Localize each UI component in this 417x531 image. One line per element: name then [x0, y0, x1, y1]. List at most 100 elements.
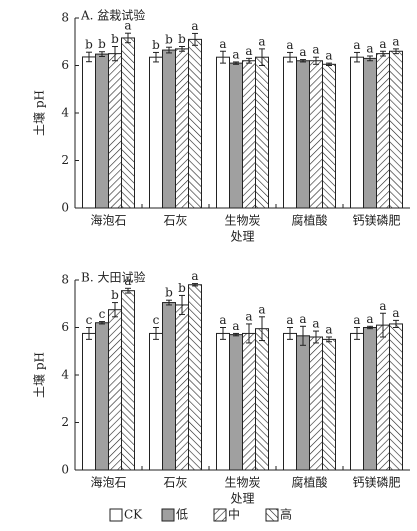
- error-bar: [86, 327, 92, 340]
- significance-letter: a: [325, 49, 332, 63]
- error-bar: [192, 283, 198, 287]
- bar: [255, 328, 269, 471]
- error-bar: [313, 56, 319, 65]
- bar: [309, 60, 323, 209]
- y-tick-label: 2: [61, 153, 69, 167]
- legend-label: CK: [124, 508, 143, 522]
- x-tick-label: 生物炭: [224, 476, 260, 490]
- error-bar: [367, 55, 373, 62]
- significance-letter: a: [353, 38, 360, 52]
- panel-title: A. 盆栽试验: [80, 8, 145, 23]
- bar: [255, 56, 269, 209]
- bar: [216, 56, 230, 209]
- error-bar: [380, 50, 386, 57]
- significance-letter: b: [152, 38, 160, 52]
- error-bar: [259, 48, 265, 66]
- bar: [121, 290, 135, 471]
- y-tick-label: 8: [61, 11, 69, 25]
- y-tick-label: 4: [61, 368, 69, 382]
- bar: [149, 332, 163, 471]
- error-bar: [367, 325, 373, 330]
- error-bar: [125, 32, 131, 44]
- significance-letter: b: [178, 32, 186, 46]
- bar: [389, 323, 403, 471]
- error-bar: [179, 46, 185, 52]
- significance-letter: b: [165, 33, 173, 47]
- significance-letter: a: [245, 44, 252, 58]
- bar: [175, 304, 189, 471]
- significance-letter: a: [379, 299, 386, 313]
- bar: [283, 332, 297, 471]
- significance-letter: a: [312, 317, 319, 331]
- error-bar: [233, 61, 239, 65]
- bar: [95, 322, 109, 471]
- y-tick-label: 0: [61, 463, 69, 477]
- error-bar: [300, 59, 306, 63]
- error-bar: [220, 50, 226, 64]
- bar: [108, 309, 122, 471]
- significance-letter: c: [86, 313, 93, 327]
- significance-letter: a: [299, 312, 306, 326]
- bar: [121, 37, 135, 209]
- significance-letter: a: [312, 43, 319, 57]
- significance-letter: b: [178, 281, 186, 295]
- bar: [95, 53, 109, 209]
- bar: [242, 332, 256, 471]
- y-axis-label: 土壤 pH: [32, 352, 47, 398]
- significance-letter: b: [111, 32, 119, 46]
- error-bar: [393, 319, 399, 328]
- y-tick-label: 6: [61, 58, 69, 72]
- error-bar: [125, 287, 131, 294]
- error-bar: [259, 316, 265, 342]
- significance-letter: b: [98, 37, 106, 51]
- bar: [82, 56, 96, 209]
- significance-letter: a: [124, 19, 131, 33]
- significance-letter: a: [124, 274, 131, 288]
- significance-letter: b: [165, 286, 173, 300]
- significance-letter: a: [219, 313, 226, 327]
- bar: [216, 332, 230, 471]
- bar: [175, 48, 189, 209]
- bar: [322, 63, 336, 209]
- error-bar: [393, 48, 399, 55]
- x-tick-label: 石灰: [163, 214, 187, 228]
- significance-letter: a: [245, 309, 252, 323]
- y-tick-label: 6: [61, 320, 69, 334]
- significance-letter: a: [232, 47, 239, 61]
- legend-swatch: [265, 508, 279, 522]
- x-axis-label: 处理: [230, 492, 254, 506]
- legend-swatch: [109, 508, 123, 522]
- bar: [188, 284, 202, 471]
- error-bar: [354, 51, 360, 63]
- y-tick-label: 8: [61, 273, 69, 287]
- bar: [309, 336, 323, 471]
- error-bar: [99, 321, 105, 325]
- error-bar: [380, 312, 386, 338]
- significance-letter: b: [85, 38, 93, 52]
- bar: [350, 56, 364, 209]
- panel-title: B. 大田试验: [81, 270, 145, 285]
- error-bar: [233, 332, 239, 337]
- significance-letter: a: [191, 269, 198, 283]
- error-bar: [179, 294, 185, 315]
- x-tick-label: 腐植酸: [291, 475, 327, 490]
- significance-letter: a: [232, 319, 239, 333]
- error-bar: [326, 62, 332, 66]
- x-tick-label: 钙镁磷肥: [352, 213, 400, 228]
- significance-letter: a: [392, 34, 399, 48]
- legend-swatch: [161, 508, 175, 522]
- significance-letter: a: [353, 313, 360, 327]
- bar: [389, 50, 403, 209]
- error-bar: [192, 32, 198, 46]
- error-bar: [112, 46, 118, 62]
- bar: [376, 324, 390, 471]
- bar: [363, 57, 377, 209]
- error-bar: [287, 51, 293, 63]
- significance-letter: a: [366, 312, 373, 326]
- error-bar: [354, 327, 360, 340]
- significance-letter: a: [258, 302, 265, 316]
- x-tick-label: 海泡石: [90, 475, 126, 490]
- y-tick-label: 0: [61, 201, 69, 215]
- significance-letter: a: [299, 45, 306, 59]
